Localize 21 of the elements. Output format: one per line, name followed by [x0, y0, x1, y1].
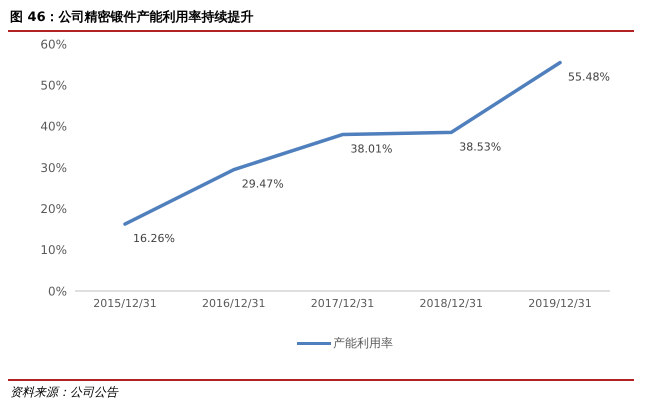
- x-tick-label: 2019/12/31: [528, 296, 592, 310]
- y-tick-label: 10%: [40, 243, 67, 258]
- data-label: 38.53%: [459, 140, 502, 154]
- chart-title: 图 46：公司精密锻件产能利用率持续提升: [10, 8, 254, 26]
- data-label: 29.47%: [242, 178, 284, 191]
- text: 资料来源：公司公告: [10, 384, 118, 400]
- y-tick-label: 40%: [40, 120, 67, 134]
- data-label: 55.48%: [568, 70, 610, 84]
- x-tick-label: 2015/12/31: [93, 296, 157, 310]
- data-label: 38.01%: [350, 142, 392, 156]
- legend-label: 产能利用率: [332, 335, 393, 352]
- y-tick-label: 20%: [40, 202, 67, 216]
- data-label: 16.26%: [133, 232, 175, 246]
- line-series: [123, 60, 562, 226]
- y-tick-label: 60%: [40, 37, 67, 52]
- x-tick-label: 2017/12/31: [310, 296, 374, 310]
- x-tick-label: 2018/12/31: [420, 296, 483, 310]
- y-tick-label: 50%: [40, 78, 67, 92]
- y-tick-label: 0%: [48, 284, 67, 298]
- y-tick-label: 30%: [40, 160, 67, 175]
- x-tick-label: 2016/12/31: [202, 296, 266, 310]
